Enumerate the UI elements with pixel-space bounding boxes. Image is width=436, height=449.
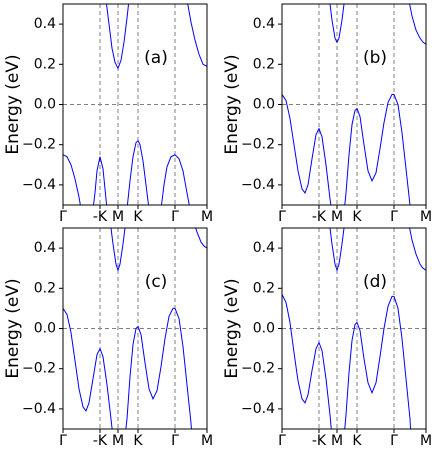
x-tick-label: K <box>352 433 362 449</box>
x-tick-label: Γ <box>171 209 179 225</box>
y-tick-label: −0.2 <box>241 137 275 153</box>
x-tick-label: M <box>201 209 213 225</box>
y-tick-label: 0.4 <box>253 16 275 32</box>
x-tick-label: Γ <box>171 433 179 449</box>
y-tick-label: −0.4 <box>22 401 56 417</box>
x-tick-label: Γ <box>59 433 67 449</box>
band-line <box>282 93 411 205</box>
x-tick-label: M <box>331 209 343 225</box>
y-tick-label: 0.2 <box>34 56 56 72</box>
band-line <box>63 139 190 205</box>
y-tick-label: −0.4 <box>22 177 56 193</box>
y-tick-label: −0.4 <box>241 177 275 193</box>
y-axis-label: Energy (eV) <box>3 278 23 378</box>
x-tick-label: M <box>112 209 124 225</box>
band-line <box>329 228 426 272</box>
y-axis-label: Energy (eV) <box>222 54 242 154</box>
x-tick-label: Γ <box>59 209 67 225</box>
panel-label: (d) <box>363 272 387 292</box>
x-tick-label: Γ <box>390 433 398 449</box>
x-tick-label: M <box>420 209 432 225</box>
x-tick-label: M <box>331 433 343 449</box>
y-tick-label: −0.2 <box>22 137 56 153</box>
x-tick-label: M <box>112 433 124 449</box>
y-tick-label: 0.2 <box>253 280 275 296</box>
x-tick-label: K <box>133 433 143 449</box>
x-tick-label: M <box>420 433 432 449</box>
y-axis-label: Energy (eV) <box>222 278 242 378</box>
y-tick-label: 0.0 <box>253 97 275 113</box>
x-tick-label: Γ <box>390 209 398 225</box>
x-tick-label: K <box>133 209 143 225</box>
x-tick-label: -K <box>93 433 108 449</box>
y-tick-label: 0.2 <box>253 56 275 72</box>
y-tick-label: 0.2 <box>34 280 56 296</box>
y-tick-label: −0.2 <box>22 361 56 377</box>
band-line <box>105 4 207 70</box>
y-tick-label: 0.4 <box>34 16 56 32</box>
band-line <box>282 294 412 429</box>
x-tick-label: -K <box>93 209 108 225</box>
band-line <box>329 4 426 45</box>
x-tick-label: M <box>201 433 213 449</box>
y-axis-label: Energy (eV) <box>3 54 23 154</box>
y-tick-label: −0.2 <box>241 361 275 377</box>
panel-label: (c) <box>145 272 168 292</box>
y-tick-label: 0.4 <box>34 240 56 256</box>
y-tick-label: 0.0 <box>34 97 56 113</box>
x-tick-label: -K <box>312 209 327 225</box>
y-tick-label: 0.0 <box>253 321 275 337</box>
x-tick-label: K <box>352 209 362 225</box>
y-tick-label: 0.4 <box>253 240 275 256</box>
band-line <box>110 228 207 272</box>
y-tick-label: 0.0 <box>34 321 56 337</box>
x-tick-label: -K <box>312 433 327 449</box>
y-tick-label: −0.4 <box>241 401 275 417</box>
x-tick-label: Γ <box>278 209 286 225</box>
panel-label: (a) <box>144 48 168 68</box>
panel-label: (b) <box>363 48 387 68</box>
band-line <box>63 307 192 429</box>
x-tick-label: Γ <box>278 433 286 449</box>
